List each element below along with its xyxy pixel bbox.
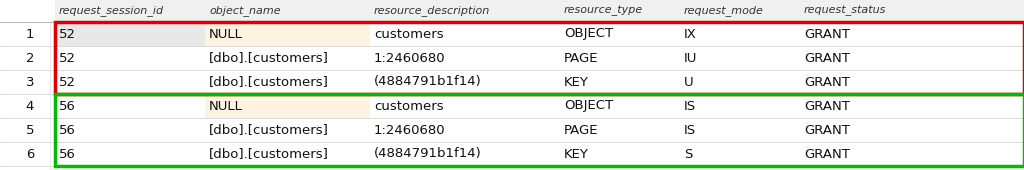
Bar: [55, 22, 1024, 94]
Text: 2: 2: [26, 52, 34, 64]
Text: request_mode: request_mode: [684, 6, 764, 16]
Text: 1: 1: [26, 28, 34, 40]
Bar: [0, 118, 1024, 142]
Text: GRANT: GRANT: [804, 123, 850, 137]
Text: 5: 5: [26, 123, 34, 137]
Text: request_status: request_status: [804, 6, 887, 16]
Text: PAGE: PAGE: [564, 123, 598, 137]
Text: (4884791b1f14): (4884791b1f14): [374, 148, 481, 160]
Text: GRANT: GRANT: [804, 75, 850, 89]
Text: 52: 52: [59, 75, 76, 89]
Text: S: S: [684, 148, 692, 160]
Text: object_name: object_name: [209, 6, 281, 16]
Text: OBJECT: OBJECT: [564, 28, 613, 40]
Text: GRANT: GRANT: [804, 99, 850, 113]
Bar: [0, 94, 1024, 118]
Text: 1:2460680: 1:2460680: [374, 123, 445, 137]
Text: 56: 56: [59, 123, 76, 137]
Bar: [55, 22, 205, 46]
Text: resource_description: resource_description: [374, 6, 490, 16]
Text: [dbo].[customers]: [dbo].[customers]: [209, 123, 329, 137]
Text: resource_type: resource_type: [564, 6, 643, 16]
Text: IS: IS: [684, 123, 696, 137]
Text: IU: IU: [684, 52, 697, 64]
Text: (4884791b1f14): (4884791b1f14): [374, 75, 481, 89]
Text: customers: customers: [374, 28, 443, 40]
Bar: [0, 46, 1024, 70]
Text: 56: 56: [59, 99, 76, 113]
Bar: [205, 94, 370, 118]
Text: NULL: NULL: [209, 99, 243, 113]
Text: GRANT: GRANT: [804, 28, 850, 40]
Bar: [0, 142, 1024, 166]
Text: [dbo].[customers]: [dbo].[customers]: [209, 52, 329, 64]
Text: U: U: [684, 75, 693, 89]
Text: GRANT: GRANT: [804, 148, 850, 160]
Text: request_session_id: request_session_id: [59, 6, 164, 16]
Text: OBJECT: OBJECT: [564, 99, 613, 113]
Text: customers: customers: [374, 99, 443, 113]
Text: IX: IX: [684, 28, 697, 40]
Text: 6: 6: [26, 148, 34, 160]
Text: 4: 4: [26, 99, 34, 113]
Text: 52: 52: [59, 52, 76, 64]
Bar: [0, 22, 1024, 46]
Text: KEY: KEY: [564, 75, 589, 89]
Text: [dbo].[customers]: [dbo].[customers]: [209, 148, 329, 160]
Text: IS: IS: [684, 99, 696, 113]
Bar: [55, 94, 1024, 166]
Text: 1:2460680: 1:2460680: [374, 52, 445, 64]
Bar: [205, 22, 370, 46]
Text: 3: 3: [26, 75, 34, 89]
Text: 52: 52: [59, 28, 76, 40]
Text: PAGE: PAGE: [564, 52, 598, 64]
Text: GRANT: GRANT: [804, 52, 850, 64]
Bar: [0, 70, 1024, 94]
Text: 56: 56: [59, 148, 76, 160]
Bar: [55, 0, 1024, 22]
Text: KEY: KEY: [564, 148, 589, 160]
Text: [dbo].[customers]: [dbo].[customers]: [209, 75, 329, 89]
Text: NULL: NULL: [209, 28, 243, 40]
